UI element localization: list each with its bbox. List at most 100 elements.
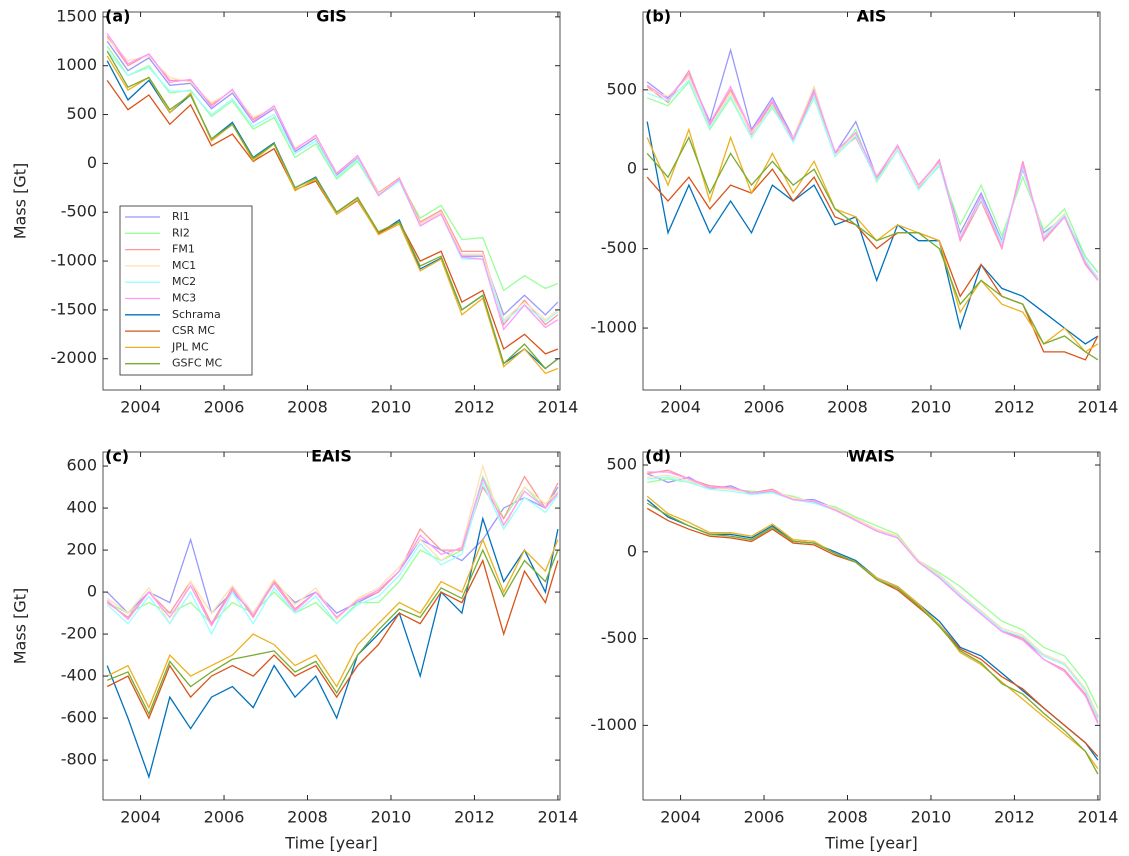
y-tick-label: -500 [61, 202, 97, 221]
y-axis-label: Mass [Gt] [11, 588, 30, 665]
series-line [646, 121, 1099, 345]
legend-label: RI2 [172, 226, 190, 239]
legend: RI1 RI2 FM1 MC1 MC2 MC3 Schrama CSR MC JPL MC GSF… [119, 205, 253, 376]
y-tick-label: -800 [61, 750, 97, 769]
series-line [106, 548, 559, 716]
axes-box [102, 451, 561, 801]
x-tick-label: 2014 [538, 808, 579, 827]
series-line [106, 537, 559, 710]
panel-label: (c) [105, 447, 129, 466]
y-tick-label: 0 [87, 582, 97, 601]
y-tick-label: 0 [627, 541, 637, 560]
legend-label: MC3 [172, 292, 196, 305]
y-tick-label: 1000 [56, 55, 97, 74]
y-tick-label: 200 [66, 540, 97, 559]
y-tick-label: -1000 [591, 318, 638, 337]
panel: 2004 2006 2008 2010 2012 2014 -1000 -500 0 500 (b)… [591, 7, 1119, 417]
panel: 2004 2006 2008 2010 2012 2014 -1000 -500 0 500 (d)… [591, 447, 1119, 853]
plot-area [643, 12, 1100, 390]
series-line [646, 72, 1099, 281]
series-line [106, 516, 559, 780]
y-tick-label: 0 [87, 153, 97, 172]
chart-title: AIS [857, 7, 887, 26]
chart-title: WAIS [848, 447, 895, 466]
x-tick-label: 2004 [120, 808, 161, 827]
legend-label: MC1 [172, 259, 196, 272]
y-tick-label: 0 [627, 159, 637, 178]
series-line [106, 481, 559, 636]
x-tick-label: 2014 [1078, 808, 1119, 827]
x-tick-label: 2014 [538, 398, 579, 417]
x-tick-label: 2012 [454, 398, 495, 417]
series-line [647, 474, 1099, 716]
legend-label: FM1 [172, 243, 195, 256]
x-tick-label: 2006 [204, 398, 245, 417]
legend-label: GSFC MC [172, 357, 223, 370]
panel-label: (b) [645, 7, 671, 26]
x-tick-label: 2012 [994, 808, 1035, 827]
lines [646, 47, 1099, 361]
series-line [646, 135, 1099, 361]
panel: 2004 2006 2008 2010 2012 2014 -800 -600 -400 -200… [11, 447, 579, 853]
x-tick-label: 2010 [911, 808, 952, 827]
y-tick-label: 500 [606, 455, 637, 474]
x-tick-label: 2004 [660, 808, 701, 827]
y-tick-label: -1000 [51, 251, 98, 270]
lines [106, 33, 559, 375]
axes-box [642, 451, 1101, 801]
series-line [106, 50, 559, 370]
series-line [646, 168, 1099, 361]
x-tick-label: 2008 [827, 808, 868, 827]
series-line [646, 502, 1099, 775]
x-tick-label: 2010 [371, 398, 412, 417]
y-tick-label: 400 [66, 498, 97, 517]
y-tick-label: -600 [61, 708, 97, 727]
legend-label: RI1 [172, 210, 190, 223]
chart-title: GIS [316, 7, 347, 26]
x-tick-label: 2012 [994, 398, 1035, 417]
x-tick-label: 2010 [911, 398, 952, 417]
x-tick-label: 2004 [660, 398, 701, 417]
y-tick-label: 1500 [56, 6, 97, 25]
chart-title: EAIS [311, 447, 352, 466]
series-line [106, 33, 559, 331]
axes-box [642, 11, 1101, 391]
x-tick-label: 2004 [120, 398, 161, 417]
y-tick-label: -2000 [51, 348, 98, 367]
series-line [106, 558, 559, 720]
y-tick-label: -1500 [51, 299, 98, 318]
legend-label: CSR MC [172, 324, 215, 337]
y-tick-label: -200 [61, 624, 97, 643]
x-tick-label: 2012 [454, 808, 495, 827]
x-tick-label: 2014 [1078, 398, 1119, 417]
plot-area [643, 452, 1100, 800]
series-line [106, 476, 559, 628]
x-tick-label: 2006 [204, 808, 245, 827]
plot-area [103, 452, 560, 800]
x-tick-label: 2006 [744, 398, 785, 417]
series-line [646, 80, 1099, 273]
panel-label: (a) [105, 7, 130, 26]
x-tick-label: 2010 [371, 808, 412, 827]
legend-label: Schrama [172, 308, 221, 321]
series-line [106, 486, 559, 615]
x-tick-label: 2008 [827, 398, 868, 417]
y-tick-label: -500 [601, 238, 637, 257]
x-axis-label: Time [year] [824, 834, 917, 853]
series-line [647, 471, 1099, 724]
y-tick-label: -500 [601, 628, 637, 647]
y-tick-label: 500 [66, 104, 97, 123]
x-tick-label: 2008 [287, 808, 328, 827]
lines [646, 469, 1099, 775]
y-tick-label: -400 [61, 666, 97, 685]
x-tick-label: 2008 [287, 398, 328, 417]
y-tick-label: 500 [606, 79, 637, 98]
y-tick-label: -1000 [591, 715, 638, 734]
series-line [106, 50, 559, 323]
legend-label: JPL MC [171, 340, 209, 353]
x-axis-label: Time [year] [284, 834, 377, 853]
y-tick-label: 600 [66, 456, 97, 475]
lines [106, 463, 559, 780]
legend-label: MC2 [172, 275, 196, 288]
